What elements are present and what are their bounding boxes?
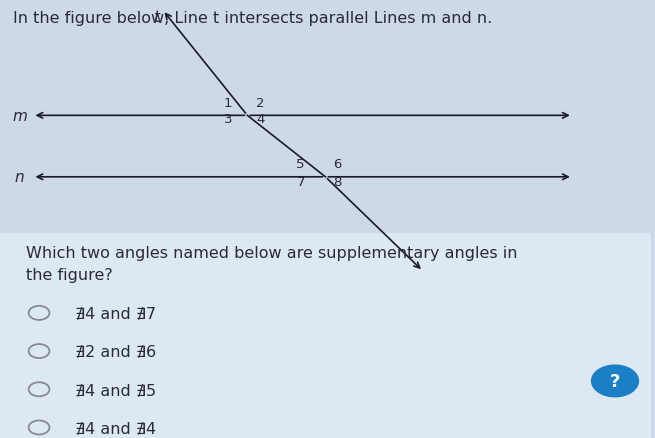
Text: n: n bbox=[14, 170, 24, 185]
Text: 1: 1 bbox=[223, 96, 232, 110]
Text: ∄4 and ∄4: ∄4 and ∄4 bbox=[75, 420, 156, 435]
Text: 3: 3 bbox=[223, 113, 232, 126]
Text: ?: ? bbox=[610, 372, 620, 390]
Text: m: m bbox=[12, 109, 27, 124]
Text: ∄2 and ∄6: ∄2 and ∄6 bbox=[75, 344, 156, 359]
Text: t: t bbox=[153, 10, 159, 25]
Text: Which two angles named below are supplementary angles in
the figure?: Which two angles named below are supplem… bbox=[26, 245, 517, 283]
Text: ∄4 and ∄7: ∄4 and ∄7 bbox=[75, 306, 156, 321]
Text: 7: 7 bbox=[297, 175, 305, 188]
Text: In the figure below, Line t intersects parallel Lines m and n.: In the figure below, Line t intersects p… bbox=[13, 11, 493, 26]
FancyBboxPatch shape bbox=[0, 232, 651, 438]
Text: ∄4 and ∄5: ∄4 and ∄5 bbox=[75, 382, 156, 397]
Text: 8: 8 bbox=[333, 175, 341, 188]
Text: 4: 4 bbox=[256, 113, 265, 126]
Text: 2: 2 bbox=[256, 96, 265, 110]
Text: 6: 6 bbox=[333, 158, 341, 171]
Text: 5: 5 bbox=[297, 158, 305, 171]
Circle shape bbox=[591, 365, 639, 397]
